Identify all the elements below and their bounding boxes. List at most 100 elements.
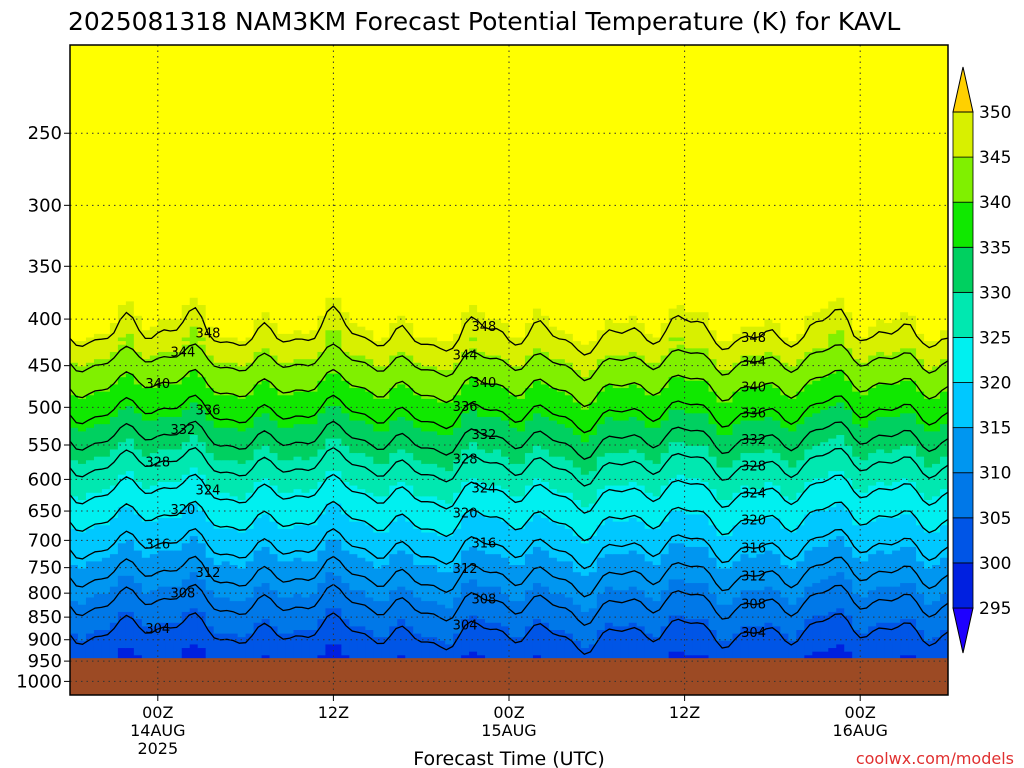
field-cell [860,395,869,429]
field-cell [389,485,398,523]
field-cell [548,593,558,631]
field-cell [77,532,87,570]
field-cell [732,525,742,562]
field-cell [668,377,678,411]
field-cell [668,543,678,581]
field-cell [820,478,829,512]
field-cell [493,586,502,624]
x-tick-label: 00Z [493,703,524,722]
field-cell [908,380,917,414]
field-cell [125,507,135,541]
field-cell [636,355,646,389]
field-cell [285,528,295,562]
field-cell [684,583,694,620]
field-cell [277,528,287,562]
field-cell [524,554,534,591]
field-cell [301,359,311,393]
field-cell [612,590,622,627]
field-cell [940,525,948,559]
field-cell [588,402,598,436]
field-cell [612,626,622,664]
field-cell [333,575,342,609]
field-cell [900,514,909,548]
field-cell [748,355,758,389]
field-cell [772,590,781,627]
field-cell [596,630,606,667]
field-cell [852,45,861,331]
field-cell [868,420,877,454]
field-cell [724,536,734,570]
field-cell [397,514,406,552]
field-cell [133,351,143,386]
field-cell [580,409,590,443]
colorbar-tick-label: 345 [979,148,1011,168]
field-cell [77,45,87,342]
field-cell [700,380,710,414]
field-cell [548,420,558,458]
field-cell [876,45,885,321]
field-cell [117,377,127,411]
field-cell [173,481,183,519]
field-cell [532,380,542,414]
field-cell [644,395,654,429]
field-cell [756,45,766,328]
field-cell [772,453,781,487]
colorbar-swatch [952,246,974,293]
field-cell [301,492,311,526]
field-cell [548,388,558,422]
field-cell [253,45,263,321]
field-cell [317,583,327,620]
field-cell [309,424,319,458]
field-cell [197,341,207,346]
y-tick-label: 700 [28,530,62,551]
field-cell [509,337,518,367]
field-cell [772,323,781,357]
contour-label-304: 304 [145,622,170,637]
field-cell [261,348,271,382]
field-cell [828,373,837,407]
field-cell [493,355,502,386]
field-cell [572,467,582,501]
field-cell [788,500,797,534]
field-cell [189,608,199,646]
field-cell [740,521,750,555]
field-cell [389,323,398,357]
field-cell [493,622,502,660]
field-cell [245,337,255,364]
field-cell [764,416,773,451]
field-cell [868,554,877,591]
field-cell [604,355,614,386]
field-cell [229,427,239,461]
field-cell [293,630,303,667]
field-cell [173,319,183,353]
field-cell [852,456,861,490]
field-cell [868,326,877,357]
field-cell [77,463,87,501]
field-cell [157,622,167,660]
field-cell [133,315,143,353]
field-cell [540,518,550,552]
field-cell [812,312,821,349]
field-cell [141,593,151,627]
field-cell [940,593,948,631]
field-cell [724,45,734,342]
field-cell [556,359,566,393]
field-cell [429,431,438,465]
field-cell [293,557,303,595]
field-cell [740,388,750,422]
field-cell [293,489,303,526]
field-cell [70,395,79,429]
field-cell [485,453,494,487]
field-cell [477,586,486,620]
field-cell [229,395,239,429]
field-cell [213,633,223,671]
field-cell [237,431,247,465]
field-cell [884,586,893,624]
field-cell [77,500,87,534]
field-cell [381,496,390,534]
field-cell [916,525,925,562]
field-cell [93,45,103,335]
field-cell [876,586,885,624]
field-cell [261,380,271,414]
field-cell [700,413,710,447]
